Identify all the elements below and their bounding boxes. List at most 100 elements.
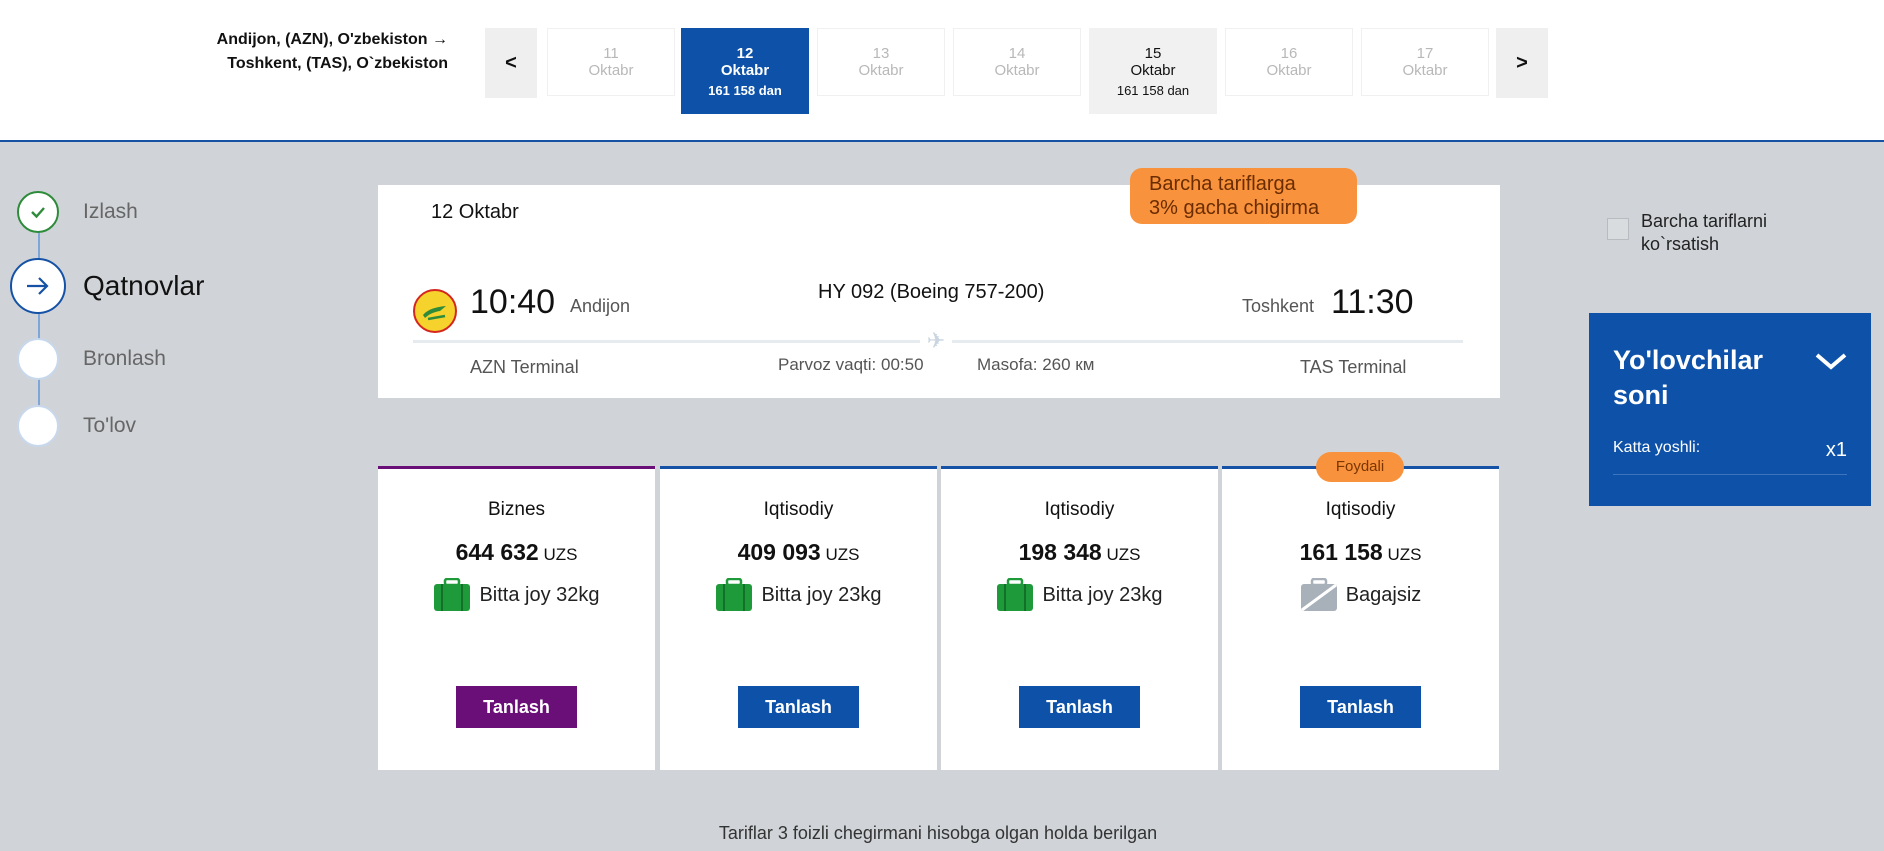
select-fare-button[interactable]: Tanlash (456, 686, 577, 728)
date-cell-16[interactable]: 16 Oktabr (1225, 28, 1353, 96)
date-cell-13[interactable]: 13 Oktabr (817, 28, 945, 96)
fare-price: 161 158 UZS (1222, 539, 1499, 566)
arrival-city: Toshkent (1242, 296, 1315, 316)
fare-card-economy-3: Iqtisodiy 161 158 UZS Bagajsiz Tanlash (1222, 466, 1499, 770)
fare-price: 409 093 UZS (660, 539, 937, 566)
fare-currency: UZS (825, 545, 860, 564)
promo-line-2: 3% gacha chigirma (1149, 197, 1320, 219)
fare-amount: 161 158 (1299, 539, 1383, 565)
date-day: 12 (736, 45, 754, 62)
show-all-fares-toggle[interactable]: Barcha tariflarni ko`rsatish (1607, 210, 1767, 256)
date-day: 17 (1416, 45, 1434, 62)
fare-currency: UZS (1106, 545, 1141, 564)
arrival-terminal: TAS Terminal (1300, 357, 1407, 377)
baggage-label: Bagajsiz (1345, 583, 1422, 606)
date-cell-15[interactable]: 15 Oktabr 161 158 dan (1089, 28, 1217, 114)
date-month: Oktabr (1266, 62, 1312, 79)
date-month: Oktabr (858, 62, 904, 79)
suitcase-icon (997, 578, 1034, 611)
adult-label: Katta yoshli: (1613, 439, 1701, 456)
show-all-checkbox[interactable] (1607, 218, 1629, 240)
fare-baggage: Bagajsiz (1222, 578, 1499, 612)
date-month: Oktabr (1130, 62, 1176, 79)
route-origin: Andijon, (AZN), O'zbekiston → (216, 31, 448, 48)
passengers-panel: Yo'lovchilar soni Katta yoshli: x1 (1589, 313, 1871, 506)
fare-price: 644 632 UZS (378, 539, 655, 566)
route-title: Andijon, (AZN), O'zbekiston → Toshkent, … (170, 28, 448, 76)
departure-time: 10:40 (470, 283, 556, 321)
flight-number: HY 092 (Boeing 757-200) (818, 281, 1045, 303)
fare-baggage: Bitta joy 23kg (660, 578, 937, 612)
discount-promo-badge: Barcha tariflarga 3% gacha chigirma (1130, 168, 1357, 224)
date-cell-14[interactable]: 14 Oktabr (953, 28, 1081, 96)
fare-class: Iqtisodiy (1325, 499, 1396, 520)
best-value-badge: Foydali (1316, 452, 1404, 482)
date-cell-12-selected[interactable]: 12 Oktabr 161 158 dan (681, 28, 809, 114)
fare-currency: UZS (1387, 545, 1422, 564)
passenger-row-adult[interactable]: Katta yoshli: x1 (1613, 439, 1847, 475)
date-price: 161 158 dan (708, 83, 782, 98)
adult-count: x1 (1825, 439, 1847, 461)
select-fare-button[interactable]: Tanlash (1300, 686, 1421, 728)
date-price: 161 158 dan (1116, 83, 1190, 98)
flight-distance: Masofa: 260 км (977, 355, 1095, 374)
fare-class: Iqtisodiy (763, 499, 834, 520)
date-cell-17[interactable]: 17 Oktabr (1361, 28, 1489, 96)
next-dates-button[interactable]: > (1496, 28, 1548, 98)
discount-footnote: Tariflar 3 foizli chegirmani hisobga olg… (718, 823, 1158, 843)
no-baggage-icon (1300, 578, 1337, 612)
arrival-time: 11:30 (1331, 283, 1414, 321)
date-month: Oktabr (588, 62, 634, 79)
fare-card-economy-2: Iqtisodiy 198 348 UZS Bitta joy 23kg Tan… (941, 466, 1218, 770)
fare-class: Biznes (487, 499, 546, 520)
departure-city: Andijon (570, 296, 631, 316)
date-month: Oktabr (1402, 62, 1448, 79)
chevron-down-icon[interactable] (1811, 349, 1851, 373)
suitcase-icon (434, 578, 471, 611)
step-label-search: Izlash (83, 200, 138, 223)
fare-baggage: Bitta joy 23kg (941, 578, 1218, 612)
fare-amount: 644 632 (455, 539, 539, 565)
step-booking: Bronlash (17, 338, 166, 380)
promo-line-1: Barcha tariflarga (1149, 173, 1296, 195)
step-flights: Qatnovlar (10, 258, 204, 314)
airline-logo-icon (413, 289, 457, 333)
check-icon (17, 191, 59, 233)
fare-class: Iqtisodiy (1044, 499, 1115, 520)
select-fare-button[interactable]: Tanlash (738, 686, 859, 728)
date-day: 14 (1008, 45, 1026, 62)
step-payment: To'lov (17, 405, 136, 447)
date-day: 13 (872, 45, 890, 62)
step-label-flights: Qatnovlar (83, 270, 205, 301)
baggage-label: Bitta joy 32kg (479, 583, 600, 606)
fare-currency: UZS (543, 545, 578, 564)
show-all-label: Barcha tariflarni ko`rsatish (1641, 210, 1767, 256)
flight-date: 12 Oktabr (431, 201, 519, 223)
airplane-icon: ✈ (920, 329, 952, 353)
baggage-label: Bitta joy 23kg (1042, 583, 1163, 606)
date-day: 11 (603, 45, 619, 62)
step-circle-empty (17, 405, 59, 447)
fare-card-economy-1: Iqtisodiy 409 093 UZS Bitta joy 23kg Tan… (660, 466, 937, 770)
fare-amount: 409 093 (737, 539, 821, 565)
passengers-title: Yo'lovchilar soni (1613, 345, 1763, 410)
date-month: Oktabr (994, 62, 1040, 79)
show-all-label-line-2: ko`rsatish (1641, 234, 1720, 254)
step-search[interactable]: Izlash (17, 191, 138, 233)
date-cell-11[interactable]: 11 Oktabr (547, 28, 675, 96)
stepper-line (38, 212, 40, 426)
step-circle-empty (17, 338, 59, 380)
select-fare-button[interactable]: Tanlash (1019, 686, 1140, 728)
route-destination: Toshkent, (TAS), O`zbekiston (227, 55, 448, 72)
step-label-payment: To'lov (83, 414, 137, 437)
date-month: Oktabr (720, 62, 770, 79)
fare-amount: 198 348 (1018, 539, 1102, 565)
arrow-right-icon (10, 258, 66, 314)
fare-card-business: Biznes 644 632 UZS Bitta joy 32kg Tanlas… (378, 466, 655, 770)
date-day: 16 (1280, 45, 1298, 62)
show-all-label-line-1: Barcha tariflarni (1641, 211, 1768, 231)
step-label-booking: Bronlash (83, 347, 166, 370)
fare-baggage: Bitta joy 32kg (378, 578, 655, 612)
prev-dates-button[interactable]: < (485, 28, 537, 98)
departure-terminal: AZN Terminal (470, 357, 579, 377)
